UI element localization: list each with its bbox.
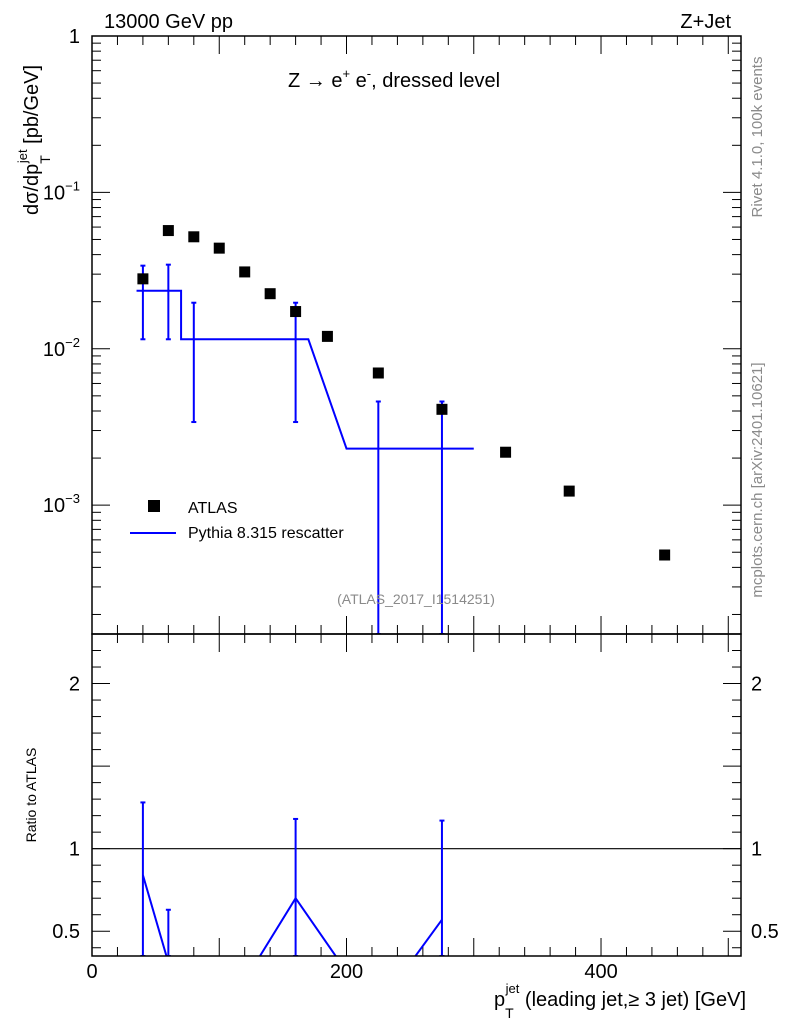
atlas-data-point — [436, 403, 448, 415]
main-y-tick-label: 10−3 — [43, 491, 80, 517]
atlas-data-point — [563, 485, 575, 497]
collision-label: 13000 GeV pp — [104, 11, 233, 33]
atlas-data-point — [137, 273, 149, 285]
ratio-y-tick-label-right: 2 — [751, 674, 762, 696]
main-plot-area — [136, 225, 671, 634]
legend-atlas-marker — [148, 500, 160, 512]
mcplots-reference-label: mcplots.cern.ch [arXiv:2401.10621] — [749, 362, 766, 597]
legend-atlas-label: ATLAS — [188, 500, 238, 517]
x-tick-label: 400 — [584, 961, 617, 983]
ratio-line-segment — [141, 874, 168, 956]
ratio-y-axis-label: Ratio to ATLAS — [23, 748, 39, 843]
pythia-histogram-line — [136, 289, 474, 450]
atlas-data-point — [213, 242, 225, 254]
main-y-axis-label: dσ/dpTjet [pb/GeV] — [15, 65, 53, 215]
analysis-watermark: (ATLAS_2017_I1514251) — [337, 591, 495, 607]
atlas-data-point — [659, 549, 671, 561]
ratio-panel: 0 200 400 0.5 0.5 1 1 2 2 Ratio to ATLAS pTjet (… — [23, 633, 779, 1021]
atlas-data-point — [264, 288, 276, 300]
atlas-data-point — [321, 330, 333, 342]
atlas-data-point — [500, 446, 512, 458]
main-y-tick-label: 1 — [69, 26, 80, 48]
main-y-tick-label: 10−1 — [43, 178, 80, 204]
atlas-data-point — [188, 231, 200, 243]
atlas-data-point — [162, 225, 174, 237]
main-frame — [91, 35, 742, 635]
ratio-line-segment — [414, 919, 443, 956]
x-tick-label: 200 — [330, 961, 363, 983]
atlas-data-point — [290, 306, 302, 318]
ratio-y-tick-label-right: 1 — [751, 839, 762, 861]
ratio-y-tick-label-right: 0.5 — [751, 921, 779, 943]
process-label: Z+Jet — [680, 11, 731, 33]
x-axis-label: pTjet (leading jet,≥ 3 jet) [GeV] — [494, 981, 746, 1021]
main-panel: 1 10−1 10−2 10−3 Z → e+ e-, dressed level d… — [15, 26, 742, 635]
ratio-ticks: 0 200 400 0.5 0.5 1 1 2 2 — [52, 633, 779, 983]
atlas-data-point — [372, 367, 384, 379]
ratio-frame — [91, 633, 742, 957]
ratio-plot-area — [92, 801, 741, 956]
x-tick-label: 0 — [86, 961, 97, 983]
legend-pythia-label: Pythia 8.315 rescatter — [188, 525, 344, 542]
ratio-y-tick-label: 2 — [69, 674, 80, 696]
ratio-y-tick-label: 1 — [69, 839, 80, 861]
ratio-y-tick-label: 0.5 — [52, 921, 80, 943]
main-ticks: 1 10−1 10−2 10−3 — [43, 26, 741, 634]
atlas-data-point — [239, 266, 251, 278]
plot-title: Z → e+ e-, dressed level — [288, 66, 500, 92]
legend: ATLAS Pythia 8.315 rescatter — [130, 500, 344, 542]
rivet-version-label: Rivet 4.1.0, 100k events — [749, 57, 766, 218]
main-y-tick-label: 10−2 — [43, 335, 80, 361]
